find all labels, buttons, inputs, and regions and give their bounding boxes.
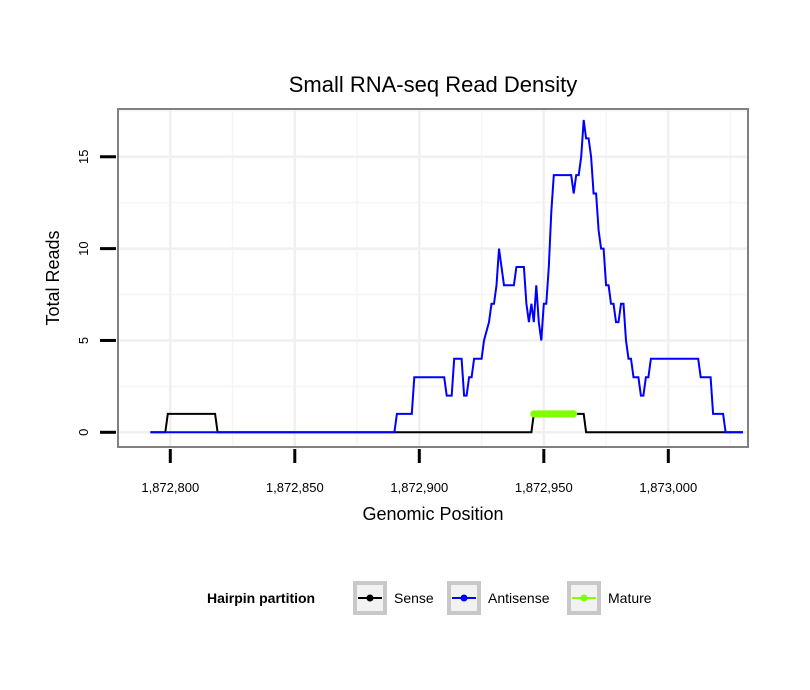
- legend-item-antisense: Antisense: [447, 581, 550, 615]
- x-tick-label: 1,872,800: [141, 480, 199, 495]
- x-tick-label: 1,873,000: [639, 480, 697, 495]
- legend-item-sense: Sense: [353, 581, 434, 615]
- y-tick-label: 10: [76, 241, 91, 255]
- legend-title: Hairpin partition: [207, 590, 315, 606]
- legend-key-point: [460, 594, 468, 602]
- y-axis-title: Total Reads: [43, 230, 63, 325]
- series-sense-line: [150, 412, 743, 434]
- y-tick-label: 15: [76, 150, 91, 164]
- chart-title: Small RNA-seq Read Density: [289, 72, 578, 97]
- legend-label: Antisense: [488, 590, 550, 606]
- series-layer: [150, 119, 743, 434]
- grid: [118, 109, 748, 447]
- legend-label: Sense: [394, 590, 434, 606]
- y-tick-label: 5: [76, 337, 91, 344]
- legend-item-mature: Mature: [567, 581, 652, 615]
- x-tick-label: 1,872,950: [515, 480, 573, 495]
- legend-key-point: [366, 594, 374, 602]
- x-tick-label: 1,872,850: [266, 480, 324, 495]
- legend-label: Mature: [608, 590, 652, 606]
- legend: Hairpin partition Sense Antisense Mature: [207, 581, 652, 615]
- y-axis: 0 5 10 15: [76, 150, 116, 436]
- x-tick-label: 1,872,900: [390, 480, 448, 495]
- plot-panel: [117, 108, 749, 448]
- x-axis: 1,872,800 1,872,850 1,872,900 1,872,950 1,87…: [141, 449, 697, 495]
- legend-key-point: [580, 594, 588, 602]
- y-tick-label: 0: [76, 429, 91, 436]
- x-axis-title: Genomic Position: [362, 504, 503, 524]
- series-antisense-line: [150, 119, 743, 434]
